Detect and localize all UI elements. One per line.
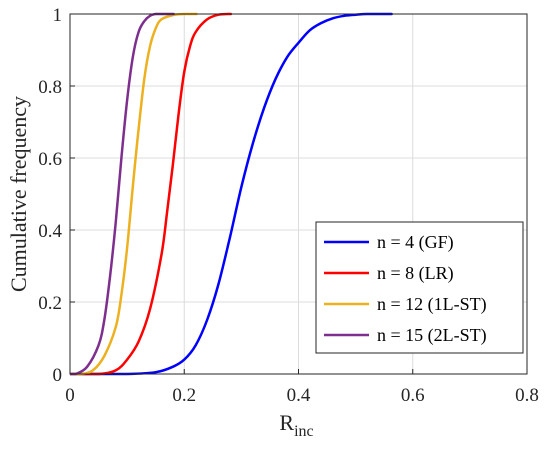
legend-label: n = 12 (1L-ST) — [377, 294, 487, 315]
legend-label: n = 8 (LR) — [377, 263, 454, 284]
series-line — [69, 12, 233, 376]
y-axis-label: Cumulative frequency — [6, 96, 31, 292]
x-tick-label: 0.8 — [515, 385, 539, 406]
x-axis-label-main: R — [279, 410, 294, 435]
legend-box — [315, 221, 524, 354]
series-line — [69, 12, 175, 376]
y-tick-label: 0.6 — [38, 149, 62, 170]
x-axis-label-subscript: inc — [294, 423, 314, 440]
y-tick-label: 0.2 — [38, 293, 62, 314]
y-tick-label: 0.8 — [38, 77, 62, 98]
grid — [70, 14, 527, 374]
x-tick-label: 0.6 — [401, 385, 425, 406]
legend-label: n = 4 (GF) — [377, 232, 454, 253]
y-tick-label: 0 — [53, 365, 63, 386]
legend-label: n = 15 (2L-ST) — [377, 325, 487, 346]
axis-ticks: 0 0.2 0.4 0.6 0.8 0 0.2 0.4 0.6 0.8 1 — [38, 5, 539, 406]
x-tick-label: 0.4 — [287, 385, 311, 406]
x-tick-label: 0.2 — [172, 385, 196, 406]
series-line — [69, 12, 198, 376]
y-tick-label: 0.4 — [38, 221, 62, 242]
legend: n = 4 (GF) n = 8 (LR) n = 12 (1L-ST) n = 15… — [315, 221, 524, 354]
x-tick-label: 0 — [65, 385, 75, 406]
x-axis-label: Rinc — [279, 410, 313, 440]
series-line — [69, 12, 393, 376]
y-tick-label: 1 — [53, 5, 63, 26]
